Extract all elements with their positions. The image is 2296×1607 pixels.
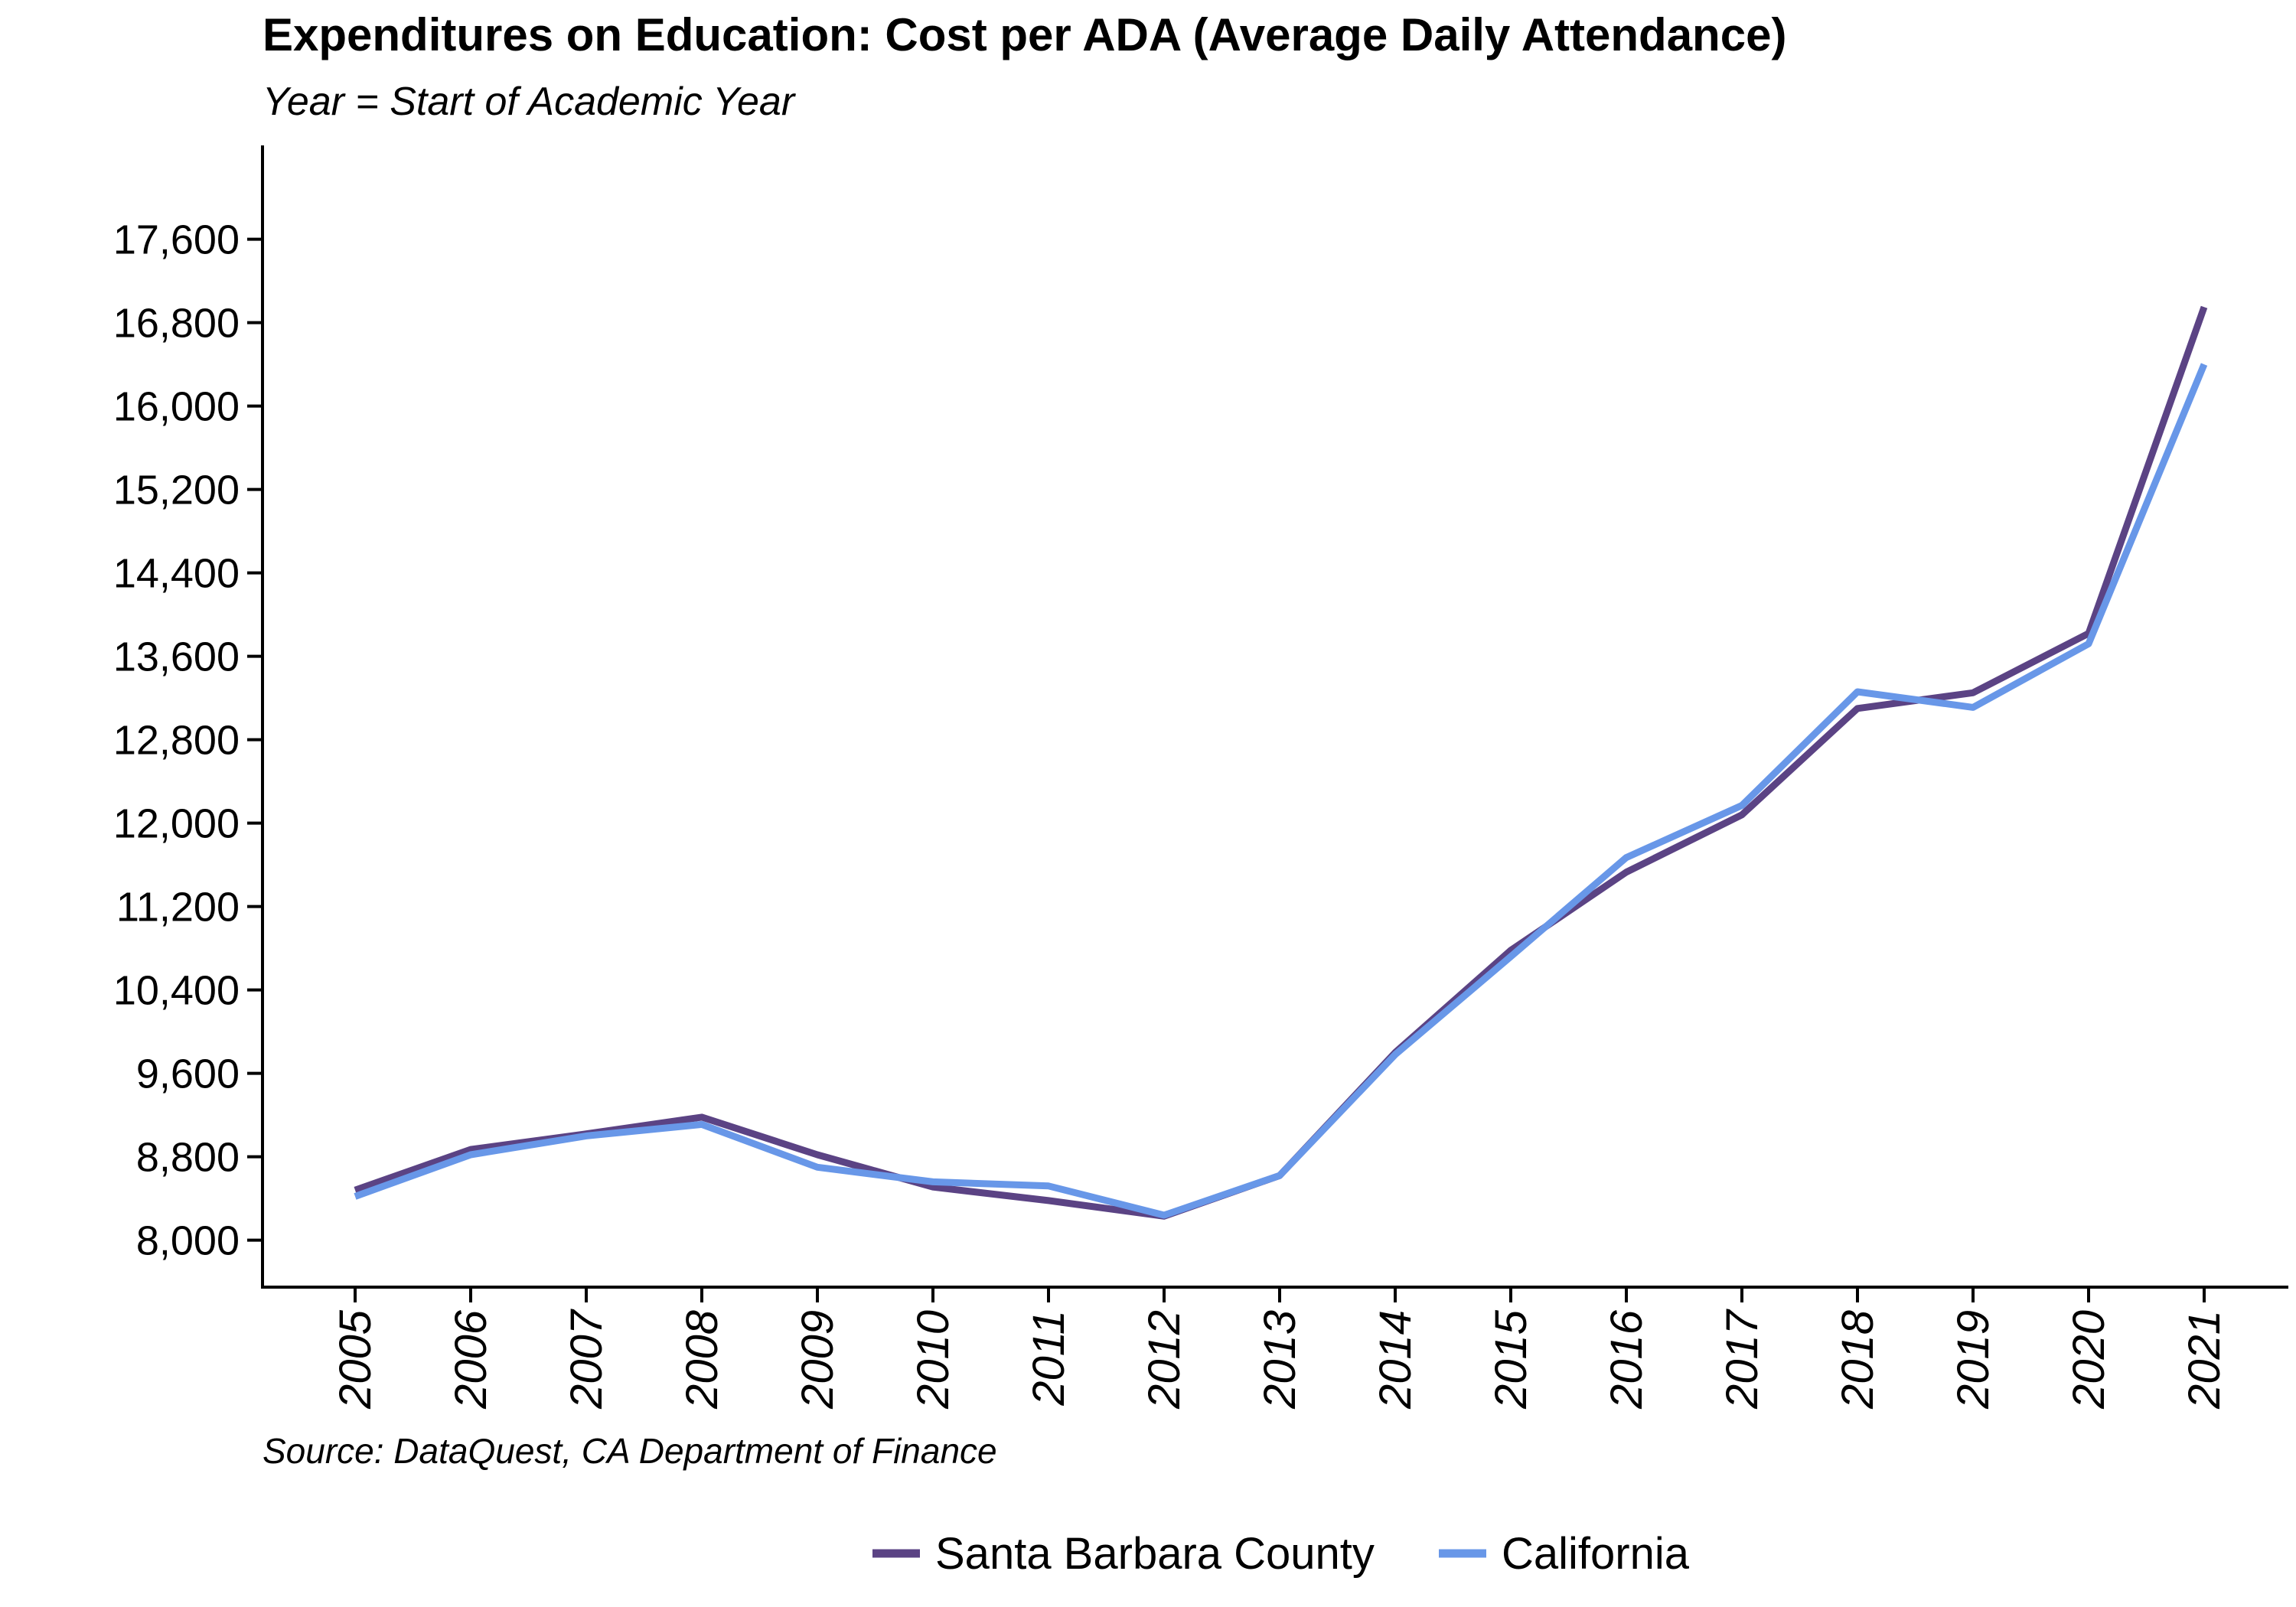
series-lines <box>354 305 2208 1220</box>
axes: 8,000 8,800 9,600 10,400 11,200 12,000 12,800 1… <box>113 145 2288 1410</box>
x-tick-label: 2017 <box>1717 1308 1767 1410</box>
chart-title: Expenditures on Education: Cost per ADA … <box>263 9 1786 60</box>
legend-label: Santa Barbara County <box>935 1529 1375 1579</box>
y-tick-label: 12,000 <box>113 801 240 847</box>
x-tick-label: 2018 <box>1833 1310 1883 1410</box>
y-tick-label: 10,400 <box>113 968 240 1014</box>
legend-label: California <box>1502 1529 1690 1579</box>
x-tick-label: 2015 <box>1486 1309 1536 1410</box>
series-line-santa-barbara-county <box>354 305 2208 1220</box>
y-tick-label: 8,800 <box>136 1135 240 1181</box>
y-tick-label: 16,800 <box>113 301 240 347</box>
y-tick-label: 8,000 <box>136 1218 240 1264</box>
y-tick-label: 13,600 <box>113 634 240 680</box>
x-tick-label: 2011 <box>1024 1310 1074 1407</box>
y-tick-label: 9,600 <box>136 1051 240 1097</box>
source-caption: Source: DataQuest, CA Department of Fina… <box>263 1431 997 1471</box>
legend: Santa Barbara County California <box>872 1529 1690 1579</box>
x-tick-label: 2014 <box>1371 1310 1420 1410</box>
chart-subtitle: Year = Start of Academic Year <box>263 80 797 124</box>
y-tick-label: 12,800 <box>113 718 240 764</box>
y-tick-label: 14,400 <box>113 551 240 597</box>
x-tick-label: 2009 <box>793 1310 843 1410</box>
x-tick-label: 2021 <box>2180 1310 2229 1410</box>
y-tick-label: 15,200 <box>113 468 240 513</box>
x-tick-label: 2020 <box>2064 1310 2114 1410</box>
x-tick-label: 2010 <box>908 1310 958 1410</box>
x-tick-label: 2019 <box>1949 1310 1998 1410</box>
x-tick-label: 2006 <box>446 1309 496 1410</box>
x-tick-label: 2005 <box>331 1309 380 1410</box>
series-line-california <box>354 363 2208 1219</box>
x-tick-label: 2007 <box>562 1308 612 1410</box>
x-tick-label: 2012 <box>1140 1310 1189 1410</box>
x-tick-label: 2008 <box>677 1310 727 1410</box>
y-tick-label: 11,200 <box>116 885 240 931</box>
y-tick-label: 17,600 <box>113 217 240 263</box>
x-tick-label: 2013 <box>1255 1310 1305 1410</box>
x-tick-label: 2016 <box>1602 1309 1652 1410</box>
y-tick-label: 16,000 <box>113 384 240 430</box>
